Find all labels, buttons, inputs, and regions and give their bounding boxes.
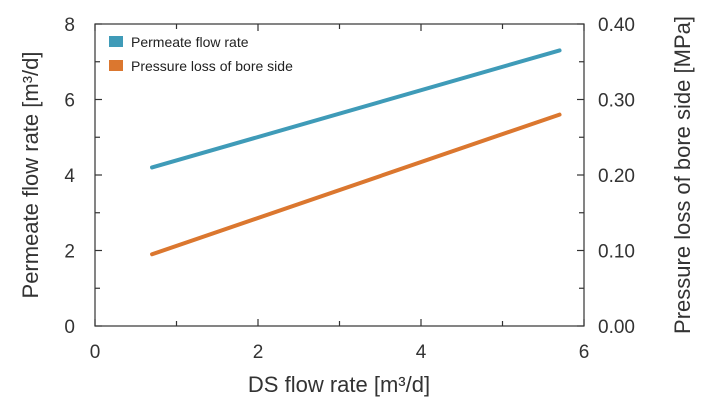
x-tick-label: 0 <box>90 342 101 363</box>
x-tick-label: 6 <box>579 342 590 363</box>
y-right-tick-label: 0.30 <box>598 91 635 112</box>
y-right-tick-label: 0.40 <box>598 15 635 36</box>
legend: Permeate flow rate Pressure loss of bore… <box>109 34 293 74</box>
series-line-pressure <box>150 112 562 257</box>
y-axis-right-label: Pressure loss of bore side [MPa] <box>670 16 695 334</box>
legend-swatch-pressure <box>109 60 123 71</box>
x-tick-label: 4 <box>416 342 427 363</box>
legend-label-permeate: Permeate flow rate <box>131 34 249 50</box>
series-line-permeate <box>150 48 562 170</box>
series-layer <box>150 48 562 257</box>
tick-labels: 0 2 4 6 0 2 4 6 8 0.00 0.10 0.20 0.30 0.40 <box>64 15 635 363</box>
y-axis-left-label: Permeate flow rate [m³/d] <box>18 52 43 299</box>
axis-ticks <box>94 23 585 327</box>
y-right-tick-label: 0.10 <box>598 242 635 263</box>
y-left-tick-label: 8 <box>64 15 75 36</box>
x-tick-label: 2 <box>253 342 264 363</box>
y-left-tick-label: 2 <box>64 242 75 263</box>
legend-swatch-permeate <box>109 36 123 47</box>
y-left-tick-label: 6 <box>64 91 75 112</box>
y-left-tick-label: 0 <box>64 317 75 338</box>
legend-label-pressure: Pressure loss of bore side <box>131 58 293 74</box>
y-left-tick-label: 4 <box>64 166 75 187</box>
y-right-tick-label: 0.00 <box>598 317 635 338</box>
x-axis-label: DS flow rate [m³/d] <box>248 372 430 397</box>
y-right-tick-label: 0.20 <box>598 166 635 187</box>
